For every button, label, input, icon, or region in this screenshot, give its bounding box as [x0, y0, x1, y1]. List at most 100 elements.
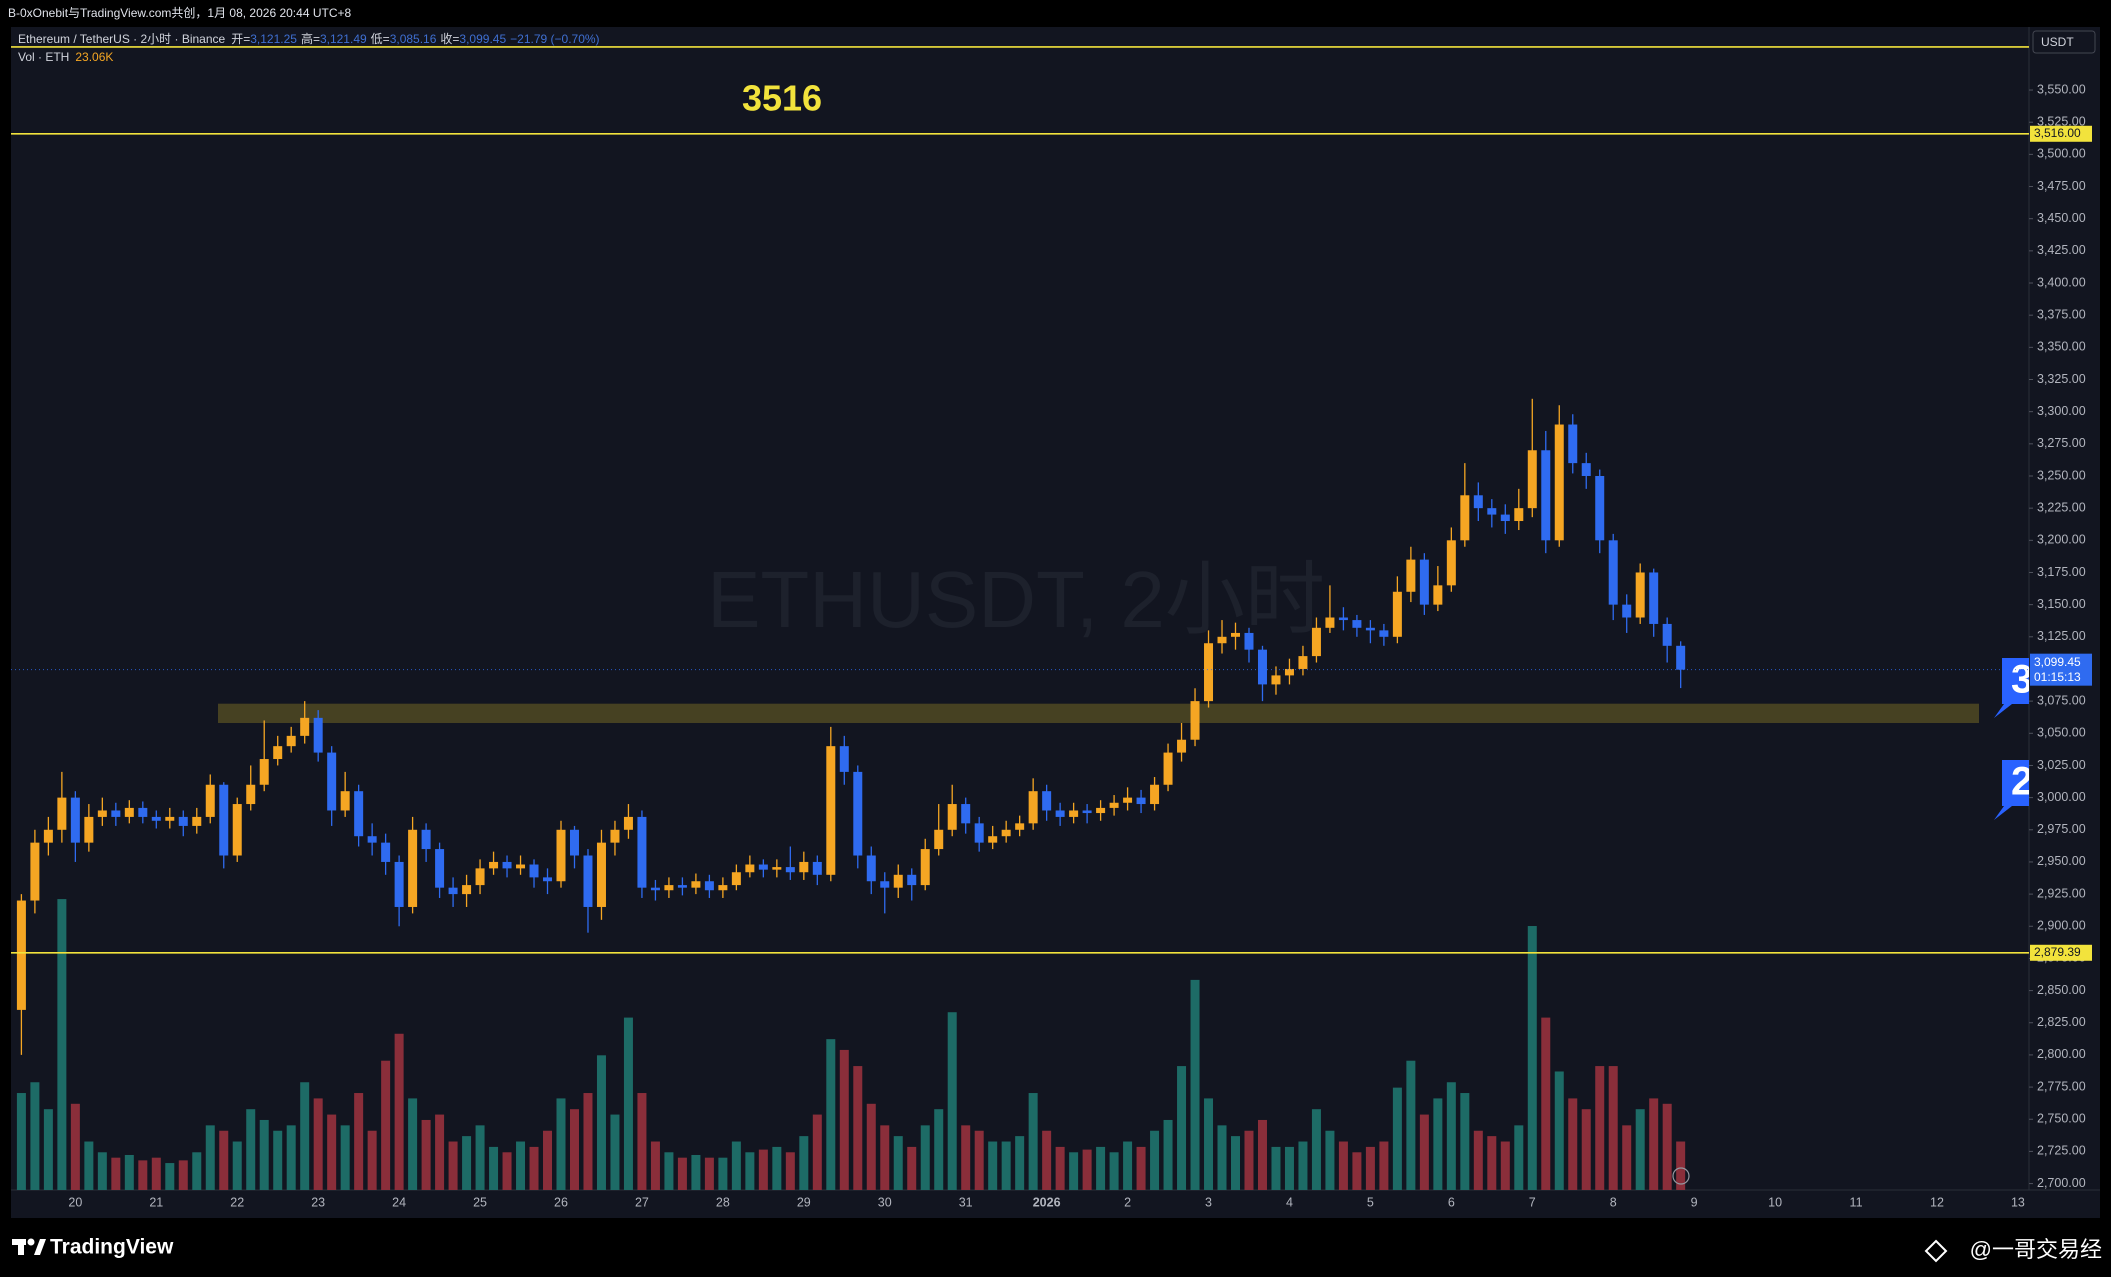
volume-legend-label: Vol · ETH [18, 50, 69, 64]
candle-body [947, 804, 957, 830]
y-tick-label: 3,500.00 [2037, 147, 2086, 161]
candle-body [1446, 540, 1456, 586]
current-price-label: 3,099.45 [2034, 655, 2081, 669]
y-tick-label: 3,375.00 [2037, 307, 2086, 321]
y-tick-label: 2,800.00 [2037, 1047, 2086, 1061]
alert-marker [1994, 760, 2029, 820]
legend-symbol: Ethereum / TetherUS · 2小时 · Binance [18, 32, 226, 46]
candle-body [1244, 632, 1254, 650]
volume-bar [1622, 1125, 1632, 1190]
volume-bar [1257, 1119, 1267, 1190]
y-tick-label: 3,000.00 [2037, 790, 2086, 804]
y-tick-label: 3,125.00 [2037, 629, 2086, 643]
candle-body [610, 829, 620, 843]
credit-text: @一哥交易经 [1970, 1237, 2102, 1262]
candle-body [286, 735, 296, 747]
volume-bar [853, 1066, 863, 1190]
volume-bar [1163, 1119, 1173, 1190]
candle-body [1136, 797, 1146, 805]
legend-low-label: 低= [371, 32, 390, 46]
candle-body [394, 861, 404, 907]
volume-bar [893, 1136, 903, 1190]
candle-body [1069, 810, 1079, 817]
candle-body [192, 816, 202, 826]
legend-high: 3,121.49 [320, 32, 367, 46]
candle-body [1257, 649, 1267, 685]
volume-bar [1446, 1082, 1456, 1190]
time-axis-background [11, 1190, 2100, 1218]
volume-bar [1433, 1098, 1443, 1190]
volume-bar [826, 1039, 836, 1190]
x-tick-label: 30 [878, 1195, 892, 1209]
volume-bar [974, 1130, 984, 1190]
volume-bar [920, 1125, 930, 1190]
y-tick-label: 2,925.00 [2037, 886, 2086, 900]
candle-body [502, 861, 512, 869]
candle-body [1338, 617, 1348, 621]
candle-body [138, 807, 148, 817]
volume-bar [246, 1109, 256, 1190]
candle-body [677, 885, 687, 888]
volume-bar [16, 1093, 26, 1190]
volume-bar [97, 1152, 107, 1190]
candle-body [1392, 591, 1402, 637]
volume-bar [408, 1098, 418, 1190]
volume-bar [327, 1114, 337, 1190]
x-tick-label: 27 [635, 1195, 649, 1209]
candle-body [205, 784, 215, 817]
volume-bar [1541, 1017, 1551, 1190]
candle-body [259, 759, 269, 785]
volume-bar [1676, 1141, 1686, 1190]
candle-body [1325, 617, 1335, 628]
volume-bar [57, 899, 67, 1190]
volume-bar [84, 1141, 94, 1190]
overlay-layer: Ethereum / TetherUS · 2小时 · Binance 开=3,1… [11, 30, 2096, 1209]
candle-body [704, 881, 714, 891]
volume-bar [219, 1130, 229, 1190]
candle-body [178, 816, 188, 826]
volume-bar [543, 1130, 553, 1190]
candle-body [1568, 424, 1578, 464]
volume-bar [1527, 926, 1537, 1190]
y-tick-label: 3,225.00 [2037, 500, 2086, 514]
x-tick-label: 4 [1286, 1195, 1293, 1209]
level-price-label: 3,516.00 [2034, 126, 2081, 140]
candle-body [988, 836, 998, 843]
candle-body [893, 874, 903, 888]
x-tick-label: 7 [1529, 1195, 1536, 1209]
volume-bar [1082, 1149, 1092, 1190]
volume-bar [205, 1125, 215, 1190]
volume-bar [799, 1136, 809, 1190]
candle-body [799, 861, 809, 873]
volume-bar [1406, 1060, 1416, 1190]
volume-bar [772, 1146, 782, 1190]
candle-body [1055, 810, 1065, 817]
volume-bar [259, 1119, 269, 1190]
logo-part [27, 1238, 35, 1246]
y-tick-label: 3,200.00 [2037, 533, 2086, 547]
volume-bar [1487, 1136, 1497, 1190]
candle-body [1109, 802, 1119, 808]
y-tick-label: 2,850.00 [2037, 983, 2086, 997]
candle-body [961, 804, 971, 824]
candle-body [1500, 514, 1510, 522]
level-price-box [2030, 944, 2092, 961]
candle-body [1177, 739, 1187, 753]
y-tick-label: 2,900.00 [2037, 919, 2086, 933]
volume-legend-value: 23.06K [75, 50, 113, 64]
plot-layer: 32 [16, 398, 2029, 1190]
volume-bar [1055, 1146, 1065, 1190]
volume-bar [1042, 1130, 1052, 1190]
replay-icon[interactable] [1672, 1167, 1690, 1185]
candle-body [1554, 424, 1564, 541]
volume-bar [286, 1125, 296, 1190]
candle-body [300, 717, 310, 736]
volume-bar [677, 1157, 687, 1190]
candle-body [124, 807, 134, 817]
candle-body [596, 842, 606, 907]
candle-body [1473, 495, 1483, 509]
level-price-box [2030, 125, 2092, 142]
candle-body [1271, 675, 1281, 685]
volume-bar [475, 1125, 485, 1190]
volume-bar [1419, 1114, 1429, 1190]
